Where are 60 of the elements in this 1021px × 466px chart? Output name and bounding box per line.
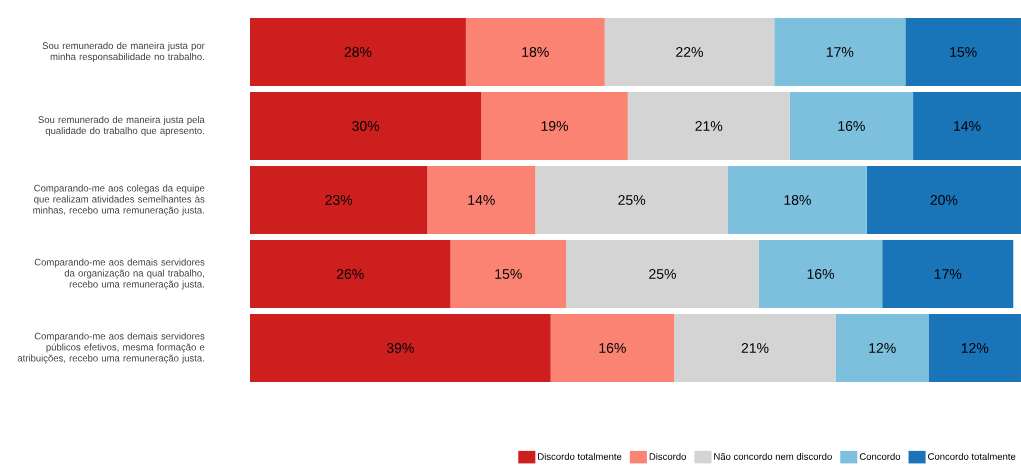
data-label: 17%	[934, 269, 962, 279]
bar	[835, 313, 929, 382]
data-label: 14%	[954, 121, 981, 131]
bar	[481, 92, 628, 160]
bar	[774, 18, 906, 86]
data-label: 25%	[649, 269, 676, 279]
bar	[866, 166, 1021, 234]
bar	[250, 92, 482, 160]
data-label: 15%	[495, 269, 522, 279]
data-label: 12%	[961, 343, 989, 353]
y-tick-label: Sou remunerado de maneira justa pela qualidade do trabalho que apresento.	[38, 116, 205, 136]
y-tick-label: Comparando-me aos demais servidores da organização na qual trabalho, recebo uma remuneração justa.	[34, 258, 205, 290]
data-label: 18%	[522, 47, 549, 57]
bar	[427, 166, 536, 234]
bar	[566, 240, 759, 308]
data-label: 16%	[599, 343, 626, 353]
data-label: 21%	[695, 121, 723, 131]
bar	[758, 240, 883, 308]
bar	[928, 313, 1021, 382]
data-label: 19%	[541, 121, 569, 131]
bar	[627, 92, 790, 160]
data-label: 16%	[838, 121, 865, 131]
data-label: 16%	[807, 269, 835, 279]
y-tick-label: Comparando-me aos demais servidores públicos efetivos, mesma formação e atribuições, recebo uma remuneração justa.	[17, 332, 205, 364]
data-label: 17%	[826, 47, 854, 57]
data-label: 25%	[618, 195, 646, 205]
data-label: 39%	[386, 343, 414, 353]
y-tick-label: Comparando-me aos colegas da equipe que realizam atividades semelhantes às minhas, recebo uma remuneração justa.	[33, 184, 205, 216]
data-label: 14%	[468, 195, 495, 205]
bar	[465, 18, 605, 86]
bar	[250, 18, 466, 86]
bar	[882, 240, 1014, 308]
data-label: 30%	[352, 121, 380, 131]
bar	[250, 240, 451, 308]
data-label: 23%	[325, 195, 353, 205]
data-label: 22%	[676, 47, 703, 57]
legend-label: Concordo totalmente	[928, 452, 1016, 460]
data-label: 15%	[950, 47, 977, 57]
data-label: 12%	[869, 343, 896, 353]
bar	[604, 18, 775, 86]
bar	[913, 92, 1021, 160]
bar	[674, 313, 836, 382]
bar	[789, 92, 914, 160]
data-label: 26%	[336, 269, 364, 279]
bar	[550, 313, 675, 382]
bar	[535, 166, 729, 234]
legend-label: Discordo	[649, 452, 686, 460]
bar	[250, 313, 551, 382]
data-label: 28%	[344, 47, 372, 57]
bar	[450, 240, 567, 308]
legend-label: Não concordo nem discordo	[714, 452, 832, 460]
y-tick-label: Sou remunerado de maneira justa por minha responsabilidade no trabalho.	[42, 42, 205, 62]
data-label: 18%	[784, 195, 811, 205]
legend-label: Concordo	[859, 452, 901, 460]
bar	[728, 166, 867, 234]
data-label: 20%	[930, 195, 958, 205]
bar	[905, 18, 1021, 86]
bar	[250, 166, 428, 234]
data-label: 21%	[741, 343, 769, 353]
legend-label: Discordo totalmente	[538, 452, 622, 460]
